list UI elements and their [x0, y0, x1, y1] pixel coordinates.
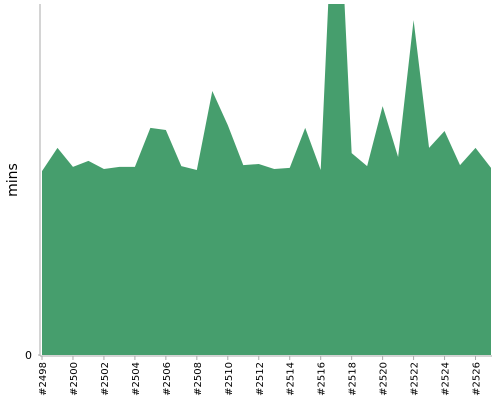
x-tick-label: #2526 [472, 362, 483, 396]
x-tick-label: #2508 [193, 362, 204, 396]
x-tick-label: #2500 [69, 362, 80, 396]
x-tick-label: #2514 [286, 362, 297, 396]
x-tick-label: #2518 [348, 362, 359, 396]
x-tick-label: #2512 [255, 362, 266, 396]
x-tick-label: #2502 [100, 362, 111, 396]
x-tick-label: #2522 [410, 362, 421, 396]
x-tick-label: #2516 [317, 362, 328, 396]
x-tick-label: #2510 [224, 362, 235, 396]
area [42, 4, 491, 355]
y-tick-label: 0 [25, 349, 32, 362]
x-tick-label: #2524 [441, 362, 452, 396]
y-axis-label: mins [5, 163, 21, 197]
x-tick-label: #2498 [38, 362, 49, 396]
x-tick-label: #2520 [379, 362, 390, 396]
x-tick-label: #2504 [131, 362, 142, 396]
x-tick-label: #2506 [162, 362, 173, 396]
